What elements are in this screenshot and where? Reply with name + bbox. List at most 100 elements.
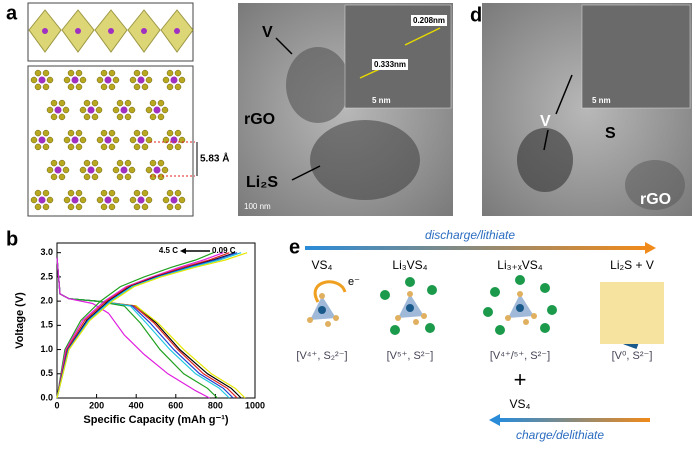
atom [112, 166, 120, 174]
plot-frame [56, 242, 256, 399]
li-atom [390, 325, 400, 335]
atom [174, 143, 182, 151]
atom [124, 159, 132, 167]
atom [112, 136, 120, 144]
atom [112, 76, 120, 84]
atom [166, 69, 174, 77]
atom [166, 83, 174, 91]
atom [50, 113, 58, 121]
particle [310, 120, 420, 200]
label-s: S [605, 125, 616, 142]
li-atom [495, 325, 505, 335]
hrtem-inset [581, 4, 691, 109]
atom [116, 173, 124, 181]
atom [30, 136, 38, 144]
pointer [555, 74, 573, 115]
atom [63, 76, 71, 84]
atom [75, 69, 83, 77]
x-tick-label: 1000 [245, 400, 265, 410]
atom [124, 113, 132, 121]
atom [166, 129, 174, 137]
voltage-curve [56, 252, 224, 399]
atom [149, 173, 157, 181]
x-tick-label: 200 [89, 400, 104, 410]
atom [162, 196, 170, 204]
x-tick-label: 400 [129, 400, 144, 410]
label-li2s: Li₂S [246, 174, 278, 191]
atom [50, 173, 58, 181]
atom [67, 189, 75, 197]
atom [58, 113, 66, 121]
atom [38, 196, 46, 204]
atom [91, 173, 99, 181]
x-tick-label: 0 [54, 400, 59, 410]
atom [30, 76, 38, 84]
atom [79, 76, 87, 84]
atom [42, 189, 50, 197]
lattice-structure [30, 69, 186, 211]
atom [161, 166, 169, 174]
atom [50, 99, 58, 107]
atom [157, 99, 165, 107]
atom [67, 203, 75, 211]
atom [129, 136, 137, 144]
atom [421, 313, 427, 319]
label-box [372, 59, 408, 70]
li-atom [483, 307, 493, 317]
atom [128, 106, 136, 114]
atom [120, 166, 128, 174]
voltage-curve [56, 252, 214, 399]
oxidation-state: [V⁵⁺, S²⁻] [387, 350, 434, 362]
lattice-marker [404, 27, 441, 46]
label-box [411, 15, 447, 26]
atom [124, 99, 132, 107]
atom [42, 83, 50, 91]
atom [71, 76, 79, 84]
particle [625, 160, 685, 210]
pointer [275, 37, 293, 55]
atom [67, 143, 75, 151]
atom [79, 196, 87, 204]
li-atom [547, 305, 557, 315]
atom [75, 143, 83, 151]
atom [516, 304, 524, 312]
atom [104, 136, 112, 144]
label-v: V [262, 24, 273, 41]
atom [149, 159, 157, 167]
y-tick-label: 0.5 [40, 368, 53, 378]
atom [141, 83, 149, 91]
atom [137, 196, 145, 204]
atom [407, 291, 413, 297]
atom [54, 166, 62, 174]
atom [166, 143, 174, 151]
oxidation-state: [V⁴⁺, S₂²⁻] [296, 350, 347, 362]
atom [91, 159, 99, 167]
atom [75, 189, 83, 197]
spacing-label: 5.83 Å [200, 152, 229, 165]
atom [34, 143, 42, 151]
atom [34, 203, 42, 211]
atom [71, 136, 79, 144]
atom [63, 196, 71, 204]
scale-label: 5 nm [372, 96, 391, 105]
atom [75, 83, 83, 91]
atom [141, 189, 149, 197]
annotation-arrowhead [180, 248, 186, 254]
atom [133, 69, 141, 77]
atom [161, 106, 169, 114]
oxidation-state: [V⁴⁺/⁵⁺, S²⁻] [490, 350, 550, 362]
atom [79, 166, 87, 174]
atom [149, 113, 157, 121]
li-atom [380, 290, 390, 300]
process-label: charge/delithiate [516, 428, 604, 442]
atom [46, 76, 54, 84]
d-spacing: 0.208nm [413, 16, 445, 25]
label-rgo: rGO [640, 191, 671, 208]
atom [406, 304, 414, 312]
atom [67, 129, 75, 137]
atom [133, 83, 141, 91]
atom [153, 166, 161, 174]
atom [307, 317, 313, 323]
li-atom [540, 283, 550, 293]
phase: VS₄ [312, 258, 333, 272]
